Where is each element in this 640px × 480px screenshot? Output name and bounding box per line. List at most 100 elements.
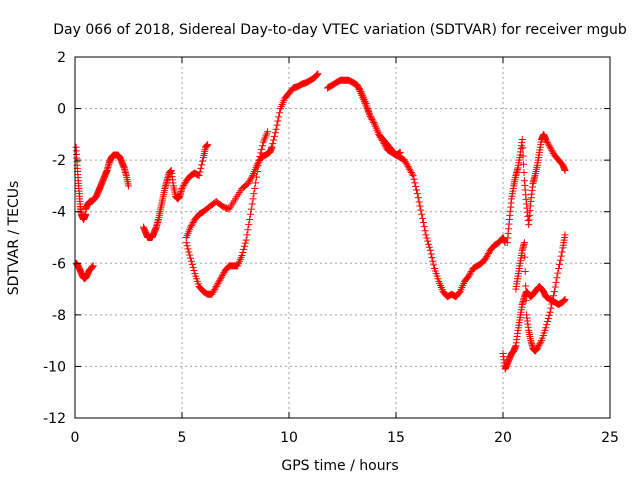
data-point — [550, 288, 558, 296]
data-point — [417, 206, 425, 214]
data-point — [181, 180, 189, 188]
data-point — [406, 165, 414, 173]
data-point — [395, 149, 403, 157]
data-point — [556, 256, 564, 264]
data-point — [537, 338, 545, 346]
data-point — [199, 157, 207, 165]
data-point — [428, 254, 436, 262]
data-point — [258, 145, 266, 153]
data-point — [543, 321, 551, 329]
data-point — [542, 324, 550, 332]
data-point — [466, 269, 474, 277]
x-tick-label: 20 — [494, 430, 512, 446]
data-point — [544, 140, 552, 148]
y-tick-label: -2 — [52, 153, 66, 169]
data-point — [275, 113, 283, 121]
data-point — [189, 263, 197, 271]
data-point — [251, 185, 259, 193]
data-point — [555, 264, 563, 272]
data-point — [425, 240, 433, 248]
data-point — [561, 231, 569, 239]
data-point — [483, 253, 491, 261]
data-point — [240, 242, 248, 250]
x-tick-label: 25 — [601, 430, 619, 446]
data-point — [271, 129, 279, 137]
data-point — [413, 186, 421, 194]
data-point — [404, 162, 412, 170]
data-point — [545, 311, 553, 319]
data-point — [268, 143, 276, 151]
data-point — [217, 273, 225, 281]
data-point — [558, 248, 566, 256]
data-point — [429, 257, 437, 265]
data-point — [273, 121, 281, 129]
data-point — [555, 260, 563, 268]
data-point — [188, 260, 196, 268]
data-point — [422, 231, 430, 239]
series-s8 — [324, 76, 509, 301]
data-point — [252, 179, 260, 187]
data-point — [465, 272, 473, 280]
data-point — [521, 253, 529, 261]
data-point — [242, 236, 250, 244]
data-point — [212, 282, 220, 290]
data-point — [482, 254, 490, 262]
data-point — [314, 70, 322, 78]
data-point — [484, 251, 492, 259]
data-point — [246, 215, 254, 223]
y-tick-label: -10 — [43, 359, 66, 375]
data-point — [219, 270, 227, 278]
data-point — [125, 182, 132, 190]
data-point — [415, 198, 423, 206]
data-point — [264, 128, 272, 136]
data-point — [416, 202, 424, 210]
data-point — [245, 178, 253, 186]
data-point — [89, 262, 97, 270]
data-point — [419, 214, 427, 222]
data-point — [544, 314, 552, 322]
data-point — [214, 279, 222, 287]
data-point — [370, 118, 378, 126]
data-point — [270, 132, 278, 140]
data-point — [245, 221, 253, 229]
data-point — [368, 115, 376, 123]
data-point — [246, 176, 254, 184]
data-point — [213, 281, 221, 289]
data-point — [407, 169, 415, 177]
data-point — [423, 234, 431, 242]
series-s9 — [349, 79, 404, 159]
data-point — [518, 136, 526, 144]
data-point — [216, 276, 224, 284]
data-point — [186, 251, 194, 259]
data-point — [218, 272, 226, 280]
data-point — [536, 340, 544, 348]
data-point — [274, 117, 282, 125]
data-point — [543, 137, 551, 145]
data-point — [204, 141, 212, 149]
y-axis-label: SDTVAR / TECUs — [6, 181, 22, 296]
data-point — [187, 254, 195, 262]
data-point — [551, 283, 559, 291]
data-point — [548, 300, 556, 308]
data-point — [425, 243, 433, 251]
data-point — [250, 190, 258, 198]
data-point — [244, 179, 252, 187]
data-point — [408, 170, 416, 178]
data-point — [520, 239, 528, 247]
data-point — [179, 183, 187, 191]
data-point — [533, 344, 541, 352]
data-point — [561, 166, 569, 174]
data-point — [187, 257, 195, 265]
data-point — [269, 140, 277, 148]
data-point — [366, 112, 374, 120]
data-point — [194, 171, 202, 179]
data-point — [542, 136, 550, 144]
data-point — [395, 149, 403, 157]
data-point — [210, 287, 218, 295]
data-point — [413, 190, 421, 198]
x-tick-label: 5 — [178, 430, 187, 446]
data-point — [402, 159, 410, 167]
data-point — [252, 173, 260, 181]
data-point — [420, 223, 428, 231]
